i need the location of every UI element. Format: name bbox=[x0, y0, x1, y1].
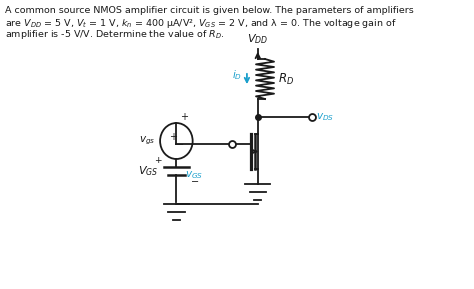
Text: $R_D$: $R_D$ bbox=[278, 71, 294, 86]
Text: amplifier is -5 V/V. Determine the value of $R_D$.: amplifier is -5 V/V. Determine the value… bbox=[5, 28, 224, 41]
Text: +: + bbox=[155, 156, 162, 165]
Text: are $V_{DD}$ = 5 V, $V_t$ = 1 V, $k_n$ = 400 μA/V², $V_{GS}$ = 2 V, and λ = 0. T: are $V_{DD}$ = 5 V, $V_t$ = 1 V, $k_n$ =… bbox=[5, 17, 396, 30]
Text: −: − bbox=[176, 140, 184, 150]
Text: +: + bbox=[169, 132, 177, 142]
Text: $v_{GS}$: $v_{GS}$ bbox=[185, 169, 203, 181]
Text: +: + bbox=[180, 112, 188, 122]
Text: $V_{DD}$: $V_{DD}$ bbox=[247, 32, 268, 46]
Text: A common source NMOS amplifier circuit is given below. The parameters of amplifi: A common source NMOS amplifier circuit i… bbox=[5, 6, 413, 15]
Text: $i_D$: $i_D$ bbox=[232, 68, 242, 82]
Text: $v_{DS}$: $v_{DS}$ bbox=[316, 111, 334, 123]
Text: $V_{GS}$: $V_{GS}$ bbox=[138, 164, 158, 178]
Text: $v_{gs}$: $v_{gs}$ bbox=[139, 135, 155, 147]
Text: −: − bbox=[191, 177, 199, 187]
